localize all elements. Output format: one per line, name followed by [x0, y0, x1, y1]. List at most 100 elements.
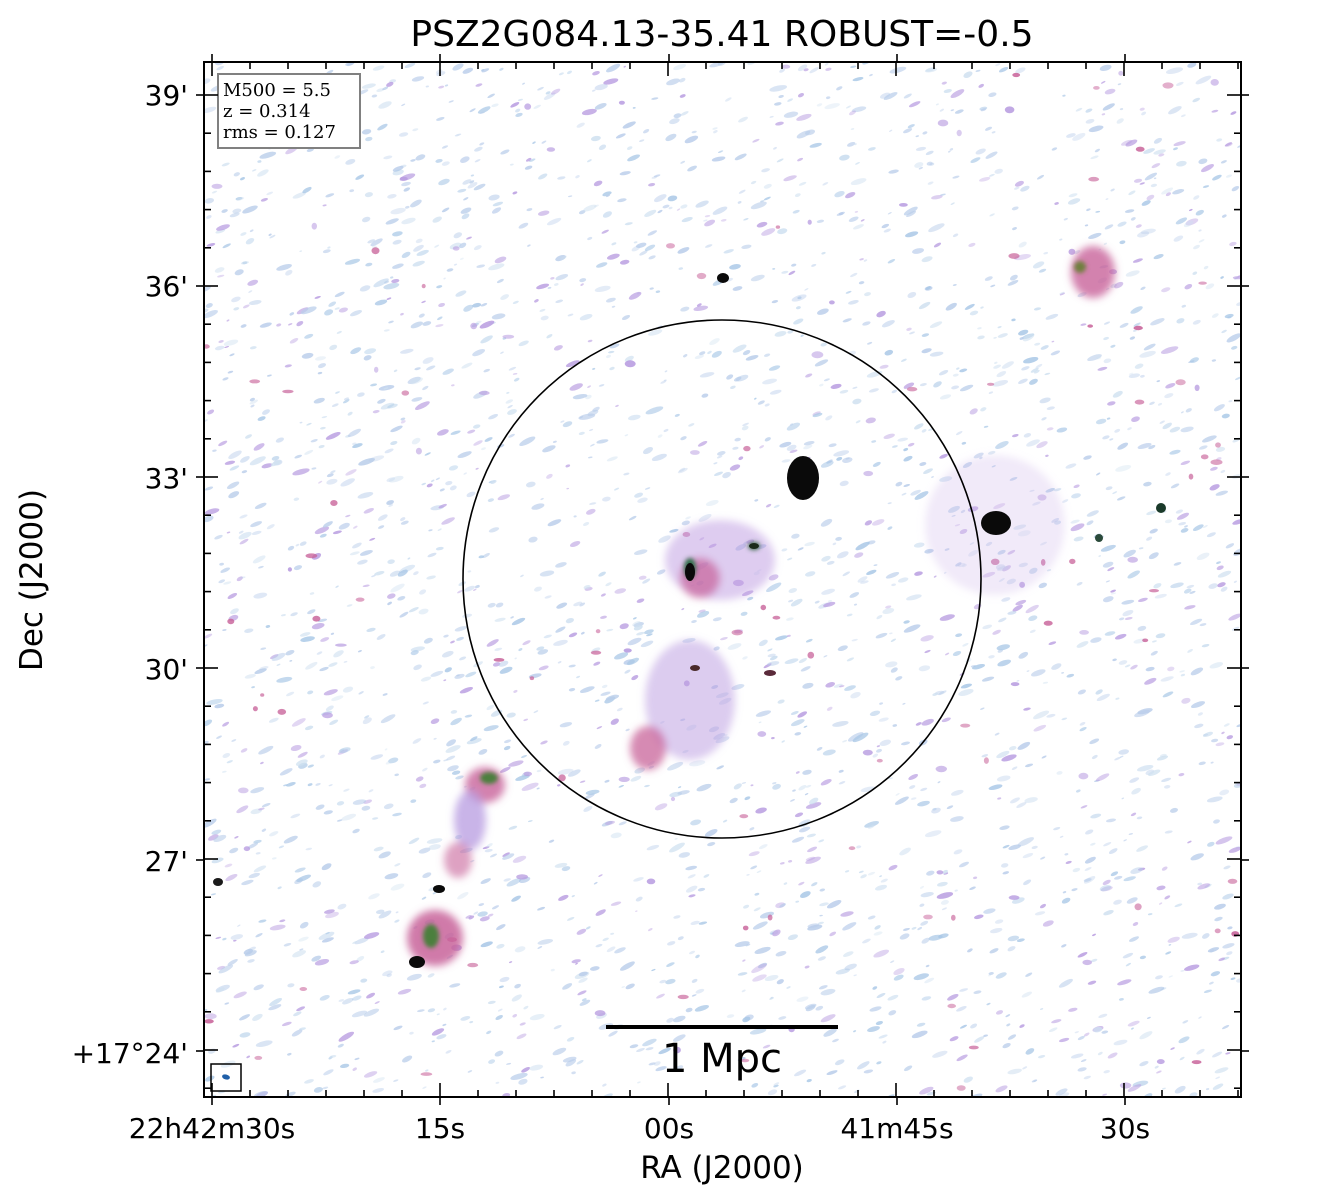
noise-speck — [1031, 845, 1038, 850]
noise-speck — [949, 148, 954, 151]
noise-speck — [635, 242, 647, 248]
noise-speck — [473, 245, 482, 251]
noise-speck — [921, 256, 933, 263]
noise-speck — [741, 989, 746, 993]
noise-speck — [1071, 888, 1078, 892]
noise-speck — [1202, 731, 1214, 738]
noise-speck — [903, 455, 913, 462]
noise-speck — [1040, 856, 1046, 860]
noise-speck — [1161, 1087, 1166, 1090]
noise-speck — [1087, 354, 1102, 362]
noise-speck — [1129, 777, 1140, 783]
noise-speck — [226, 760, 233, 764]
noise-speck — [842, 922, 857, 931]
noise-speck — [393, 369, 398, 373]
noise-speck — [945, 652, 950, 656]
noise-speck — [515, 108, 521, 113]
noise-speck — [903, 206, 918, 216]
noise-speck — [527, 244, 531, 247]
noise-speck — [580, 631, 585, 635]
noise-speck — [836, 86, 843, 91]
noise-speck — [345, 514, 351, 518]
noise-speck — [988, 655, 995, 659]
noise-speck — [792, 209, 800, 214]
noise-speck — [300, 636, 315, 642]
noise-speck — [990, 927, 1003, 934]
noise-speck — [602, 1083, 607, 1087]
noise-speck — [851, 106, 867, 113]
noise-speck — [783, 882, 788, 885]
noise-speck — [792, 789, 796, 792]
noise-speck — [389, 570, 401, 577]
noise-speck — [562, 740, 570, 746]
noise-speck — [887, 526, 893, 530]
noise-speck — [480, 878, 491, 885]
noise-speck — [789, 449, 798, 453]
noise-speck — [215, 987, 225, 993]
noise-speck — [642, 578, 651, 584]
noise-speck — [567, 313, 574, 317]
noise-speck — [794, 732, 802, 736]
noise-speck — [524, 165, 533, 170]
noise-speck — [773, 1084, 779, 1088]
noise-speck — [487, 913, 494, 917]
noise-speck — [1099, 64, 1112, 71]
noise-speck — [839, 389, 849, 394]
noise-speck — [720, 636, 728, 641]
noise-speck — [552, 440, 557, 443]
noise-speck — [313, 1087, 323, 1093]
noise-speck — [1064, 853, 1069, 856]
noise-speck — [435, 158, 443, 163]
noise-speck — [980, 407, 987, 412]
noise-speck — [743, 445, 751, 452]
noise-speck — [1105, 580, 1110, 583]
noise-speck — [869, 73, 873, 77]
noise-speck — [1090, 637, 1102, 643]
noise-speck — [796, 130, 811, 139]
noise-speck — [711, 156, 726, 162]
noise-speck — [243, 948, 253, 955]
noise-speck — [403, 187, 411, 192]
noise-speck — [879, 364, 889, 369]
noise-speck — [928, 934, 943, 941]
noise-speck — [1175, 379, 1186, 386]
noise-speck — [885, 661, 898, 668]
noise-speck — [712, 617, 722, 622]
noise-speck — [797, 93, 805, 98]
noise-speck — [786, 986, 791, 989]
noise-speck — [257, 160, 262, 163]
noise-speck — [907, 442, 915, 447]
noise-speck — [923, 468, 933, 475]
noise-speck — [914, 162, 924, 168]
noise-speck — [1021, 991, 1033, 998]
noise-speck — [826, 560, 835, 565]
noise-speck — [473, 183, 486, 191]
noise-speck — [304, 1079, 314, 1084]
noise-speck — [206, 698, 223, 705]
noise-speck — [809, 142, 822, 148]
noise-speck — [751, 1082, 759, 1088]
noise-speck — [1188, 473, 1194, 480]
noise-speck — [1212, 1083, 1224, 1090]
noise-speck — [259, 666, 269, 670]
noise-speck — [1134, 399, 1145, 405]
noise-speck — [265, 625, 271, 628]
noise-speck — [876, 745, 881, 748]
noise-speck — [460, 257, 464, 260]
noise-speck — [1118, 749, 1130, 755]
noise-speck — [487, 602, 496, 608]
noise-speck — [915, 146, 927, 151]
noise-speck — [512, 300, 519, 305]
noise-speck — [357, 559, 368, 565]
noise-speck — [376, 634, 386, 640]
noise-speck — [775, 225, 781, 229]
noise-speck — [678, 786, 682, 789]
noise-speck — [604, 820, 616, 825]
noise-speck — [734, 437, 741, 442]
noise-speck — [1143, 343, 1156, 351]
noise-speck — [536, 787, 540, 790]
noise-speck — [511, 994, 522, 1002]
noise-speck — [1153, 254, 1164, 260]
noise-speck — [421, 896, 427, 900]
noise-speck — [1041, 755, 1047, 759]
